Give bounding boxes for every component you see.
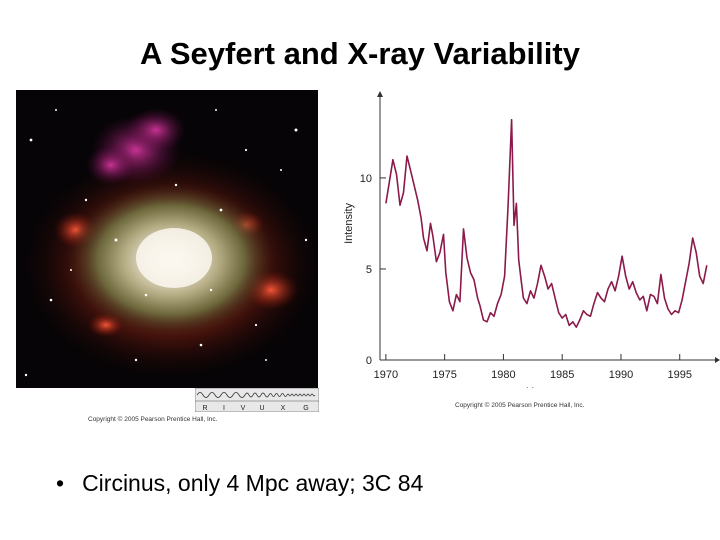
chart-svg: 1970 1975 1980 1985 1990 1995 0 5 10 Year Intensit… [343, 91, 720, 398]
y-axis-arrow [377, 91, 383, 97]
y-axis-label: Intensity [343, 202, 355, 243]
spectrum-band-label: I [223, 405, 225, 412]
x-tick-label: 1990 [609, 369, 633, 381]
galaxy-artwork [16, 90, 318, 388]
y-tick-label: 10 [360, 173, 372, 185]
spectrum-band-label: V [241, 405, 246, 412]
x-tick-label: 1985 [550, 369, 574, 381]
y-tick-label: 5 [366, 264, 372, 276]
intensity-series-line [385, 118, 708, 328]
x-tick-label: 1980 [491, 369, 515, 381]
y-tick-label: 0 [366, 355, 372, 367]
x-tick-label: 1995 [667, 369, 691, 381]
spectrum-band-label: R [202, 405, 207, 412]
slide-title: A Seyfert and X-ray Variability [140, 36, 580, 71]
x-tick-label: 1970 [374, 369, 398, 381]
spectrum-band-label: U [259, 405, 264, 412]
bullet-point: • Circinus, only 4 Mpc away; 3C 84 [56, 470, 423, 497]
bullet-text: Circinus, only 4 Mpc away; 3C 84 [82, 470, 424, 496]
spectrum-band-label: X [281, 405, 286, 412]
x-tick-label: 1975 [432, 369, 456, 381]
galaxy-image [16, 90, 318, 388]
image-copyright: Copyright © 2005 Pearson Prentice Hall, … [88, 416, 218, 423]
x-axis-label: Year [526, 386, 549, 388]
x-axis-arrow [715, 357, 720, 363]
xray-light-curve-chart: 1970 1975 1980 1985 1990 1995 0 5 10 Year Intensit… [330, 88, 720, 398]
bullet-dot: • [56, 470, 65, 496]
chart-copyright: Copyright © 2005 Pearson Prentice Hall, … [455, 402, 585, 409]
spectrum-band-label: G [303, 405, 308, 412]
